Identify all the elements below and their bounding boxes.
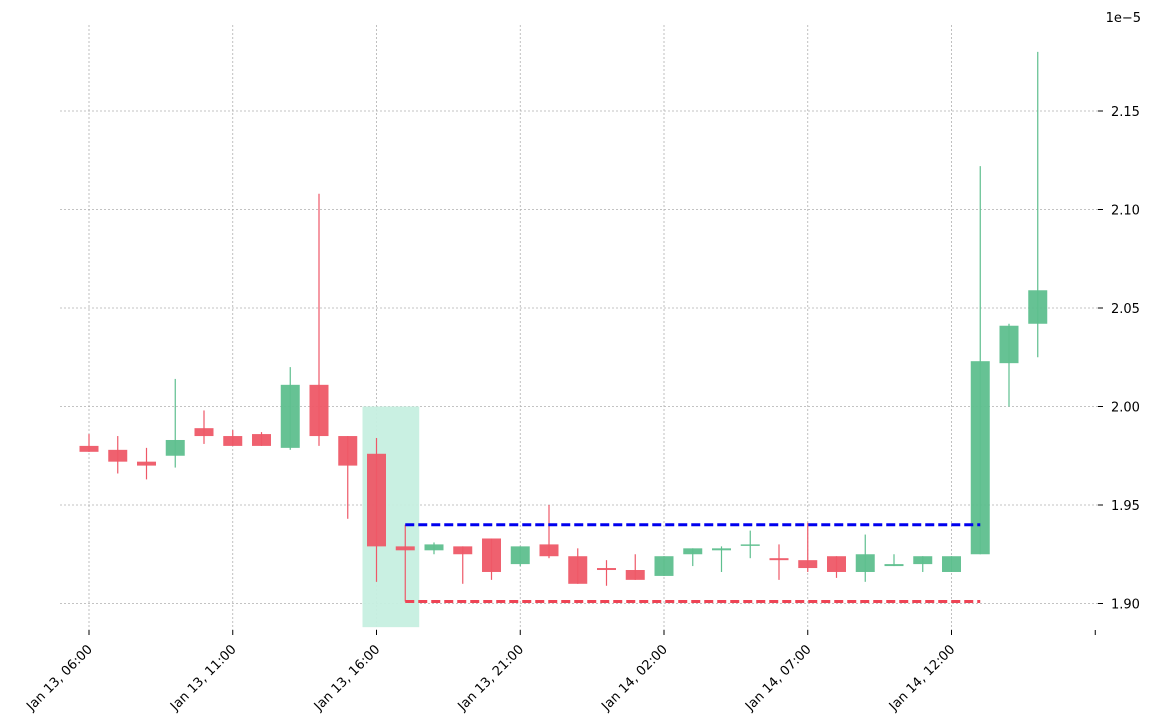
candle-body — [137, 461, 156, 466]
candle-body — [252, 434, 271, 446]
x-tick-label: Jan 14, 02:00 — [598, 642, 670, 714]
candle-body — [712, 548, 731, 551]
y-tick-label: 1.90 — [1111, 598, 1140, 613]
candle-body — [165, 439, 185, 456]
candle-body — [999, 325, 1019, 364]
candle-body — [884, 564, 904, 567]
y-scale-label: 1e−5 — [1106, 11, 1141, 26]
candle-body — [597, 568, 616, 571]
y-tick-label: 2.10 — [1111, 204, 1140, 219]
candle-body — [367, 453, 386, 547]
candle-body — [654, 556, 674, 576]
candles — [79, 51, 1048, 602]
candle-body — [769, 558, 789, 561]
candle-body — [79, 445, 99, 452]
candle-body — [453, 546, 473, 555]
x-tick-label: Jan 13, 06:00 — [23, 642, 95, 714]
candle-body — [309, 384, 329, 437]
candle-body — [942, 556, 961, 572]
level-lines — [405, 523, 981, 604]
candle-body — [395, 546, 415, 551]
y-tick-label: 2.15 — [1111, 105, 1140, 120]
candle-body — [1028, 290, 1048, 324]
candle-body — [740, 544, 760, 546]
y-tick-label: 2.00 — [1111, 401, 1140, 416]
candle-body — [510, 546, 530, 565]
candle-body — [568, 556, 588, 584]
candle-body — [280, 384, 300, 448]
candle-body — [798, 560, 818, 569]
candle-body — [970, 361, 990, 555]
candle-body — [683, 548, 703, 555]
candle-body — [108, 449, 128, 462]
candle-body — [194, 428, 214, 437]
y-tick-label: 1.95 — [1111, 499, 1140, 514]
candle-body — [827, 556, 846, 572]
y-tick-label: 2.05 — [1111, 302, 1140, 317]
candle-body — [539, 544, 559, 557]
candle-body — [424, 544, 444, 551]
x-tick-label: Jan 13, 21:00 — [455, 642, 527, 714]
candle-body — [482, 538, 501, 572]
candle-body — [855, 554, 875, 572]
candle-body — [338, 436, 358, 466]
candle-body — [625, 570, 645, 580]
x-tick-label: Jan 14, 12:00 — [886, 642, 958, 714]
candle-body — [223, 436, 243, 446]
candle-body — [913, 556, 933, 565]
grid-lines — [60, 25, 1100, 630]
x-tick-label: Jan 13, 11:00 — [167, 642, 239, 714]
x-tick-label: Jan 13, 16:00 — [311, 642, 383, 714]
x-tick-label: Jan 14, 07:00 — [742, 642, 814, 714]
